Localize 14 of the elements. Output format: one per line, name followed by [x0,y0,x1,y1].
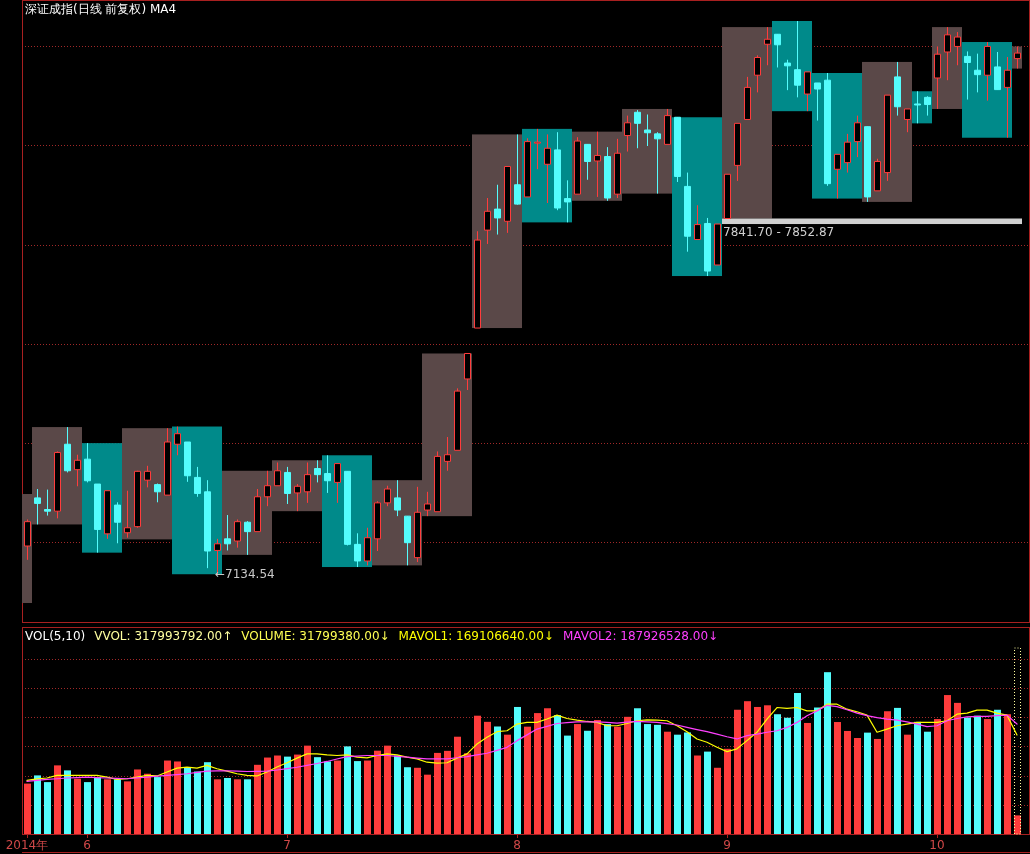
text: MAVOL1: 169106640.00↓ [398,629,554,643]
x-tick-label: 8 [513,838,521,852]
text: VOLUME: 31799380.00↓ [241,629,390,643]
x-tick-label: 7 [283,838,291,852]
x-tick-label: 10 [929,838,945,852]
text: MAVOL2: 187926528.00↓ [562,629,719,643]
chart-title: 深证成指(日线 前复权) MA4 [25,2,177,16]
series-label: 7841.70 - 7852.87 [723,224,835,239]
text: VVOL: 317993792.00↑ [94,629,233,643]
x-tick-label: 6 [83,838,91,852]
x-tick-label: 9 [723,838,731,852]
chart-title: VOL(5,10) [25,629,86,643]
x-tick-label: 2014年 [5,838,49,852]
annotation: ←7134.54 [215,566,275,581]
